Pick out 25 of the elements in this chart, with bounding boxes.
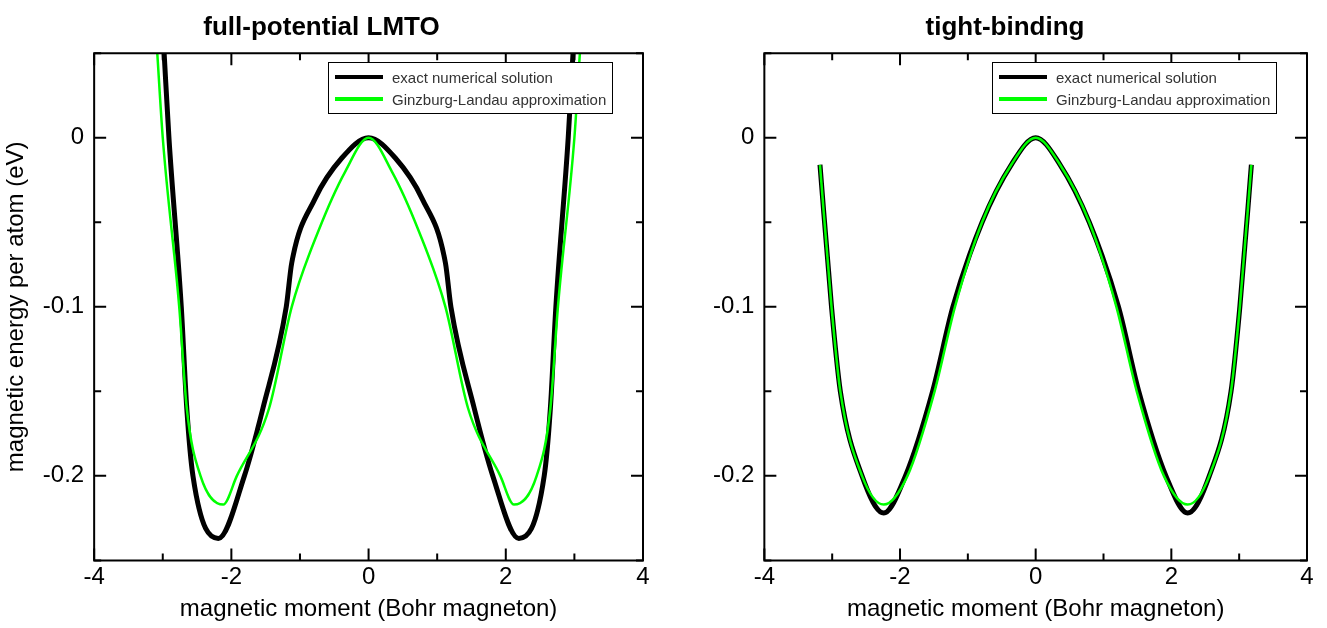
x-tick-label: 2 [1164, 562, 1179, 590]
y-tick-label: -0.1 [713, 291, 755, 319]
legend-label: exact numerical solution [392, 68, 553, 86]
x-tick-label: 4 [636, 562, 650, 590]
legend-label: Ginzburg-Landau approximation [1056, 90, 1271, 108]
chart-title: full-potential LMTO [203, 10, 440, 41]
x-tick-label: -2 [889, 562, 911, 590]
x-tick-label: 2 [499, 562, 513, 590]
chart-title: tight-binding [925, 10, 1085, 41]
x-tick-label: -2 [220, 562, 243, 590]
y-tick-label: 0 [70, 122, 85, 150]
y-tick-label: -0.1 [42, 291, 85, 319]
y-tick-label: 0 [741, 122, 755, 150]
x-tick-label: -4 [83, 562, 105, 590]
y-tick-label: -0.2 [42, 460, 85, 488]
x-axis-title: magnetic moment (Bohr magneton) [846, 594, 1225, 622]
legend-label: Ginzburg-Landau approximation [392, 90, 607, 108]
x-tick-label: 4 [1300, 562, 1314, 590]
y-tick-label: -0.2 [713, 460, 755, 488]
x-tick-label: -4 [753, 562, 776, 590]
x-tick-label: 0 [361, 562, 376, 590]
y-axis-title: magnetic energy per atom (eV) [1, 141, 29, 473]
legend-label: exact numerical solution [1056, 68, 1217, 86]
x-tick-label: 0 [1029, 562, 1043, 590]
x-axis-title: magnetic moment (Bohr magneton) [179, 594, 558, 622]
